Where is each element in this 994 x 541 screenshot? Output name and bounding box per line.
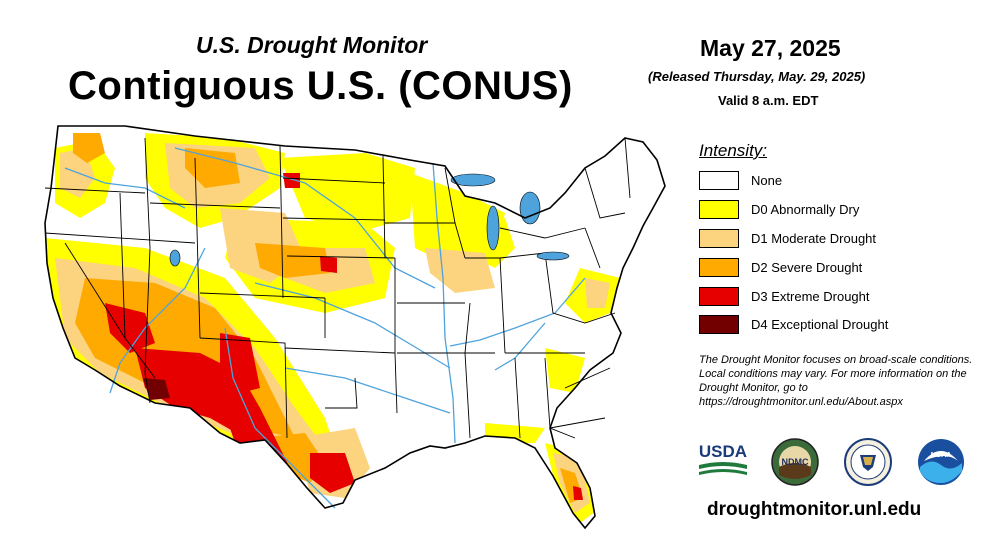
missouri-river <box>174 147 436 289</box>
d0-southeast-coast <box>545 348 585 393</box>
great-salt-lake <box>169 249 181 267</box>
legend-label-d4: D4 Exceptional Drought <box>751 316 889 332</box>
usda-logo: USDA <box>699 442 747 475</box>
drought-areas <box>45 133 620 523</box>
d1-mid-atlantic <box>585 278 610 308</box>
ndmc-logo-text: NDMC <box>782 457 809 467</box>
map-subtitle: U.S. Drought Monitor <box>196 32 428 58</box>
d3-south-texas <box>310 453 355 493</box>
usda-logo-text: USDA <box>699 442 747 461</box>
map-date: May 27, 2025 <box>700 35 841 61</box>
noaa-logo: NOAA <box>918 439 964 485</box>
rio-grande <box>224 327 336 509</box>
arkansas-river <box>254 282 451 369</box>
legend-item-d3: D3 Extreme Drought <box>699 286 870 306</box>
disclaimer-note: The Drought Monitor focuses on broad-sca… <box>699 354 973 408</box>
legend-label-d3: D3 Extreme Drought <box>751 288 870 304</box>
legend-title: Intensity: <box>699 141 768 160</box>
legend-swatch-none <box>699 170 739 190</box>
rivers <box>64 147 586 509</box>
d3-newmexico-east <box>220 333 260 393</box>
lake-michigan <box>486 205 500 251</box>
snake-columbia-river <box>64 167 186 209</box>
red-river <box>284 367 451 414</box>
map-title: Contiguous U.S. (CONUS) <box>68 64 573 108</box>
mississippi-river <box>432 162 456 444</box>
lakes <box>169 173 570 267</box>
legend-label-d2: D2 Severe Drought <box>751 259 863 275</box>
d2-wyoming-nebraska <box>255 243 330 278</box>
legend-swatch-d4 <box>699 314 739 334</box>
state-borders <box>44 137 631 439</box>
legend-item-d2: D2 Severe Drought <box>699 257 862 277</box>
d3-florida <box>573 486 583 500</box>
ohio-river <box>449 277 586 347</box>
d3-nevada <box>105 303 155 353</box>
doc-seal-logo <box>844 438 892 486</box>
lake-huron <box>519 191 541 225</box>
legend-label-d0: D0 Abnormally Dry <box>751 201 860 217</box>
drought-map <box>44 125 666 529</box>
colorado-river <box>109 247 206 394</box>
legend-label-none: None <box>751 172 783 188</box>
website-link[interactable]: droughtmonitor.unl.edu <box>707 499 922 520</box>
legend-item-d0: D0 Abnormally Dry <box>699 199 859 219</box>
legend-swatch-d0 <box>699 199 739 219</box>
d3-nebraska <box>320 256 337 273</box>
legend-swatch-d3 <box>699 286 739 306</box>
release-date: (Released Thursday, May. 29, 2025) <box>648 69 866 84</box>
d3-arizona-newmexico <box>135 348 275 438</box>
legend-label-d1: D1 Moderate Drought <box>751 230 877 246</box>
ndmc-logo: NDMC <box>771 438 819 486</box>
legend-swatch-d2 <box>699 257 739 277</box>
d4-arizona <box>143 378 170 400</box>
legend-swatch-d1 <box>699 228 739 248</box>
lake-erie <box>536 251 570 261</box>
legend-item-d1: D1 Moderate Drought <box>699 228 876 248</box>
legend-item-none: None <box>699 170 782 190</box>
d0-dakotas <box>280 153 415 233</box>
d3-wyoming <box>283 173 300 188</box>
d2-washington <box>73 133 105 163</box>
noaa-logo-text: NOAA <box>931 452 952 459</box>
legend-item-d4: D4 Exceptional Drought <box>699 314 888 334</box>
valid-time: Valid 8 a.m. EDT <box>718 93 819 108</box>
lake-superior <box>450 173 496 187</box>
d2-montana <box>185 148 240 188</box>
